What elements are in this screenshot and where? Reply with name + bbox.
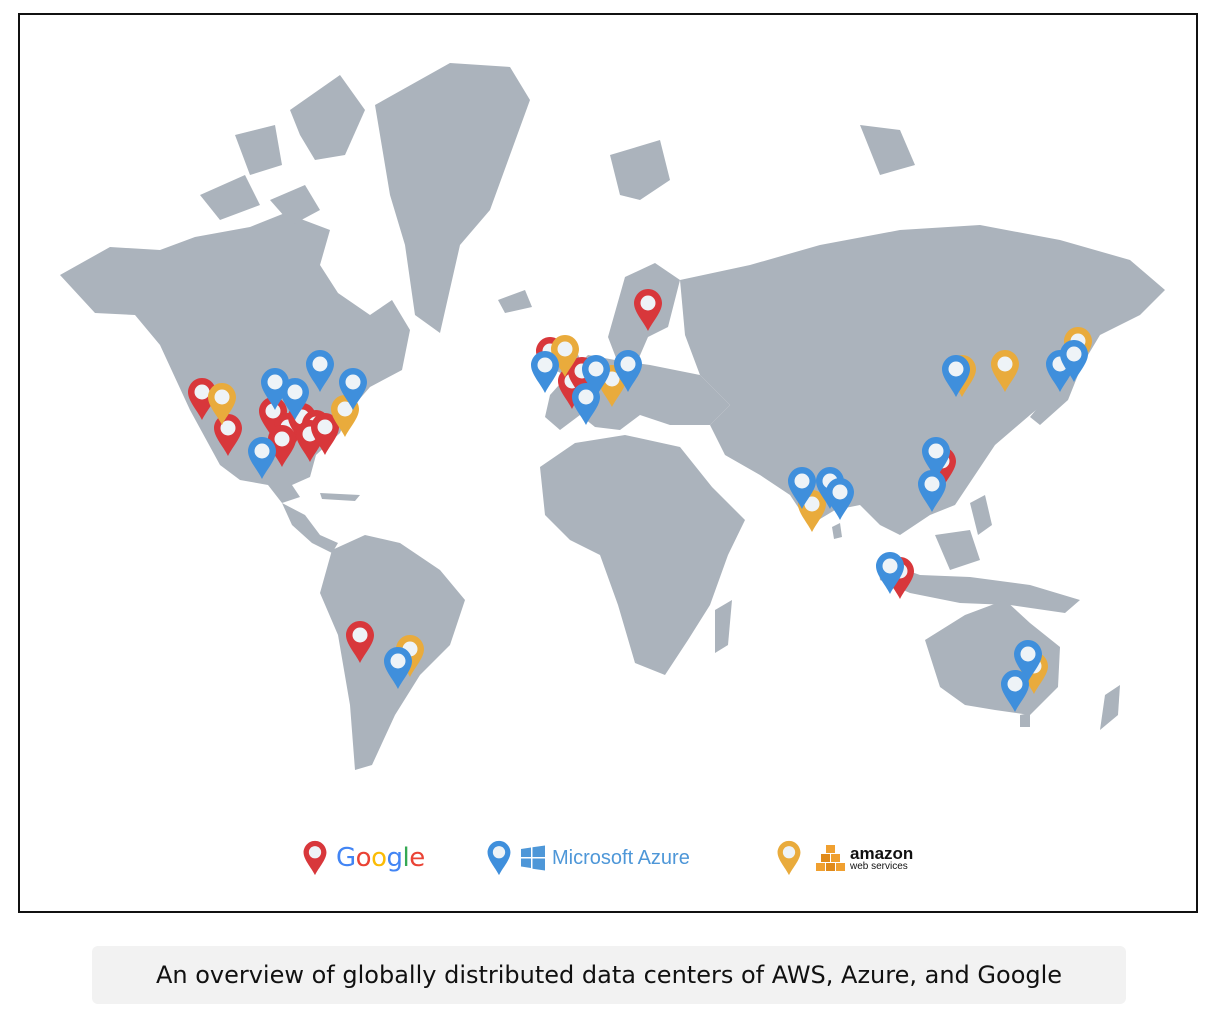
world-map — [60, 63, 1165, 770]
landmass-taiwan — [955, 470, 965, 487]
google-pin-icon — [303, 840, 327, 876]
legend-google: Google — [302, 833, 425, 883]
landmass-new-zealand — [1100, 685, 1120, 730]
landmass-hudson-islands — [270, 185, 320, 225]
landmass-africa — [540, 435, 745, 675]
landmass-philippines — [970, 495, 992, 535]
google-letter: l — [402, 843, 410, 873]
aws-logo-text: amazon web services — [850, 845, 913, 872]
azure-label: Microsoft Azure — [552, 846, 690, 869]
landmass-arctic-russia-islands-2 — [860, 125, 915, 175]
google-logo-text: Google — [336, 843, 425, 873]
azure-pin-icon — [487, 840, 511, 876]
landmass-asia — [680, 225, 1165, 535]
google-letter: o — [371, 843, 387, 873]
landmass-arctic-russia-islands — [610, 140, 670, 200]
map-figure: Google Microsoft Azure amazon — [18, 13, 1198, 913]
landmass-caribbean — [320, 493, 360, 501]
google-letter: g — [386, 843, 404, 873]
azure-pin[interactable] — [826, 478, 854, 520]
landmass-greenland — [375, 63, 530, 333]
landmass-north-america — [60, 213, 410, 503]
aws-word: amazon — [850, 843, 914, 863]
landmass-indonesia — [878, 560, 1080, 613]
landmass-arctic-islands-1 — [200, 175, 260, 220]
legend-azure: Microsoft Azure — [486, 833, 690, 883]
legend-aws: amazon web services — [776, 833, 913, 883]
aws-cubes-logo-icon — [816, 845, 845, 871]
landmass-tasmania — [1020, 713, 1030, 727]
landmass-arctic-islands-2 — [290, 75, 365, 160]
landmass-borneo — [935, 530, 980, 570]
google-letter: e — [409, 843, 425, 873]
azure-pin[interactable] — [531, 351, 559, 393]
google-letter: o — [355, 843, 372, 873]
landmass-central-america — [282, 503, 338, 553]
aws-sub: web services — [850, 860, 908, 872]
landmass-arctic-islands-3 — [235, 125, 282, 175]
figure-caption: An overview of globally distributed data… — [92, 946, 1126, 1004]
landmass-madagascar — [715, 600, 732, 653]
windows-logo-icon — [521, 845, 545, 871]
landmass-iceland — [498, 290, 532, 313]
aws-pin-icon — [777, 840, 801, 876]
landmass-sri-lanka — [832, 523, 842, 539]
google-letter: G — [336, 843, 356, 873]
